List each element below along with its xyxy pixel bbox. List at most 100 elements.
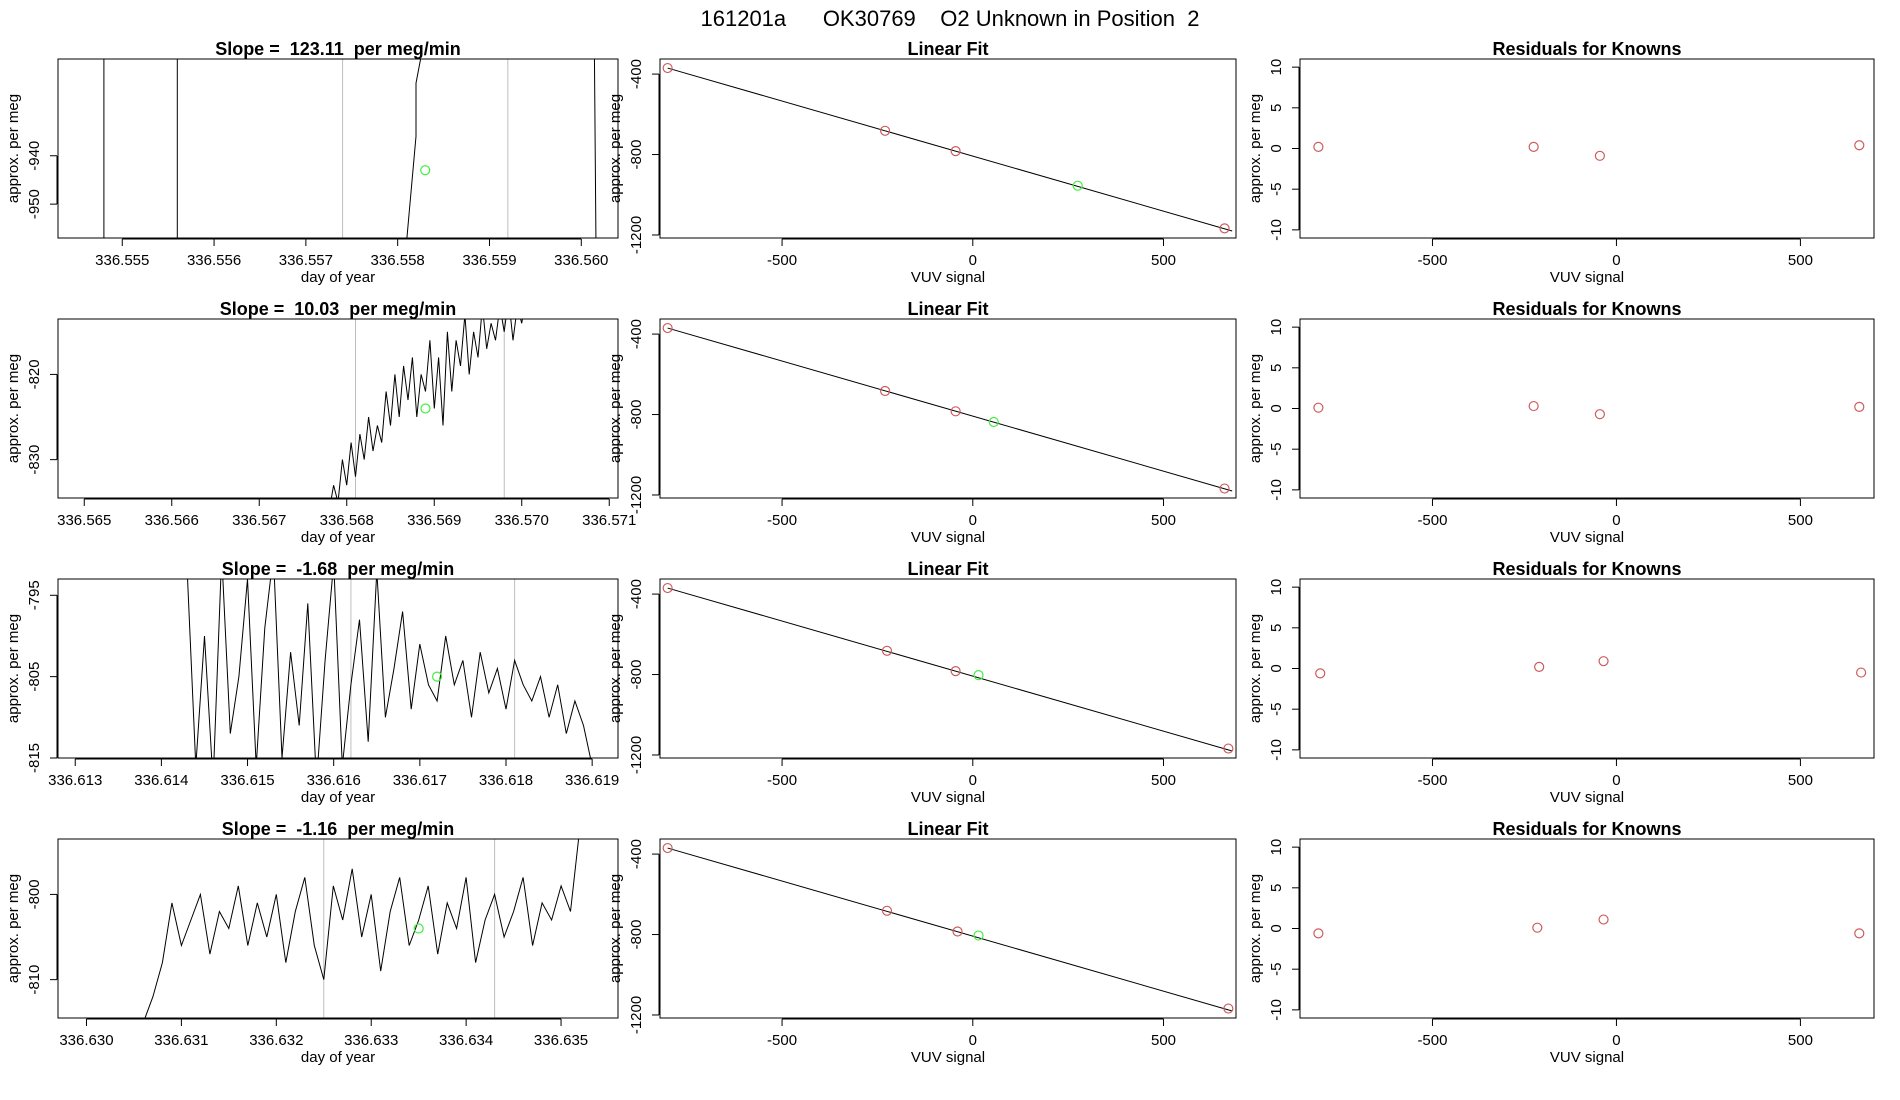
x-tick-label: 500 [1788, 512, 1813, 529]
x-tick-label: 500 [1151, 252, 1176, 269]
y-tick-label: -10 [1268, 219, 1285, 241]
x-tick-label: 336.633 [344, 1032, 398, 1049]
plot-area [103, 59, 597, 238]
panel-title: Linear Fit [907, 299, 988, 319]
residual-point [1528, 400, 1539, 412]
y-tick-label: 10 [1268, 59, 1285, 76]
panel-title: Linear Fit [907, 559, 988, 579]
panel-title: Residuals for Knowns [1492, 39, 1681, 59]
y-tick-label: 5 [1268, 364, 1285, 372]
y-tick-label: -830 [26, 445, 43, 475]
x-axis-label: VUV signal [911, 1049, 985, 1066]
x-axis-label: VUV signal [911, 269, 985, 286]
known-point [950, 666, 961, 677]
residual-point [1854, 140, 1865, 151]
y-axis: -820 -830 [26, 359, 58, 475]
y-tick-label: 0 [1268, 664, 1285, 672]
residual-point [1313, 928, 1324, 939]
y-tick-label: -5 [1268, 963, 1285, 976]
x-axis: 336.555 336.556 336.557 336.558 336.559 336.5… [95, 238, 608, 269]
x-axis: -500 0 500 [1417, 238, 1813, 269]
x-tick-label: 336.568 [320, 512, 374, 529]
y-axis-label: approx. per meg [5, 874, 22, 983]
known-point [662, 582, 673, 594]
panel-4-1: Slope = -1.16 per meg/min -800 -810approx.… [5, 819, 619, 1066]
panel-title: Slope = 123.11 per meg/min [215, 39, 461, 59]
x-axis-label: VUV signal [911, 789, 985, 806]
plot-area [662, 62, 1233, 234]
plot-frame [659, 578, 1237, 759]
residual-point [1315, 668, 1326, 679]
y-tick-label: -10 [1268, 479, 1285, 501]
plot-area [662, 322, 1233, 494]
x-tick-label: 336.566 [145, 512, 199, 529]
series-line [330, 319, 523, 498]
x-tick-label: 0 [969, 512, 977, 529]
x-tick-label: 336.565 [57, 512, 111, 529]
x-tick-label: 500 [1151, 772, 1176, 789]
x-tick-label: 336.558 [371, 252, 425, 269]
plot-frame [1299, 58, 1875, 239]
y-axis-label: approx. per meg [5, 354, 22, 463]
x-tick-label: -500 [767, 772, 797, 789]
y-tick-label: 5 [1268, 104, 1285, 112]
y-axis: -400 -800 -1200 [628, 319, 660, 514]
plot-frame [57, 58, 619, 239]
x-tick-label: 336.569 [407, 512, 461, 529]
y-axis-label: approx. per meg [607, 874, 624, 983]
plot-area [144, 839, 580, 1018]
y-tick-label: -805 [26, 662, 43, 692]
plot-frame [57, 578, 619, 759]
x-tick-label: 500 [1788, 252, 1813, 269]
x-axis: -500 0 500 [767, 238, 1176, 269]
y-axis-label: approx. per meg [607, 354, 624, 463]
y-tick-label: -400 [628, 59, 645, 89]
panel-grid: Slope = 123.11 per meg/min-940-950approx… [5, 39, 1875, 1066]
y-tick-label: -950 [26, 189, 43, 219]
x-tick-label: 500 [1788, 1032, 1813, 1049]
unknown-point [431, 671, 443, 682]
known-point [950, 146, 961, 157]
y-tick-label: -400 [628, 319, 645, 349]
plot-frame [1299, 838, 1875, 1019]
x-tick-label: 336.570 [495, 512, 549, 529]
unknown-point [420, 165, 431, 176]
panel-title: Slope = -1.16 per meg/min [222, 819, 455, 839]
y-tick-label: 0 [1268, 924, 1285, 932]
y-tick-label: 10 [1268, 839, 1285, 856]
x-tick-label: 0 [1612, 252, 1620, 269]
plot-frame [1299, 318, 1875, 499]
known-point [1223, 743, 1234, 754]
fit-line [667, 587, 1233, 752]
x-tick-label: 336.632 [249, 1032, 303, 1049]
residual-point [1856, 667, 1867, 678]
series-line [144, 839, 580, 1018]
residual-point [1598, 656, 1609, 667]
x-axis-label: day of year [301, 789, 375, 806]
y-axis: 10 5 0 -5 -10 [1268, 839, 1300, 1021]
x-axis: -500 0 500 [1417, 758, 1813, 789]
known-point [881, 645, 893, 656]
residual-point [1528, 141, 1539, 152]
y-tick-label: -400 [628, 579, 645, 609]
fit-line [667, 327, 1233, 492]
y-axis-label: approx. per meg [1247, 94, 1264, 203]
panel-1-1: Slope = 123.11 per meg/min -940 -950approx… [5, 39, 619, 286]
plot-frame [57, 838, 619, 1019]
plot-area [662, 842, 1234, 1014]
x-axis-label: VUV signal [911, 529, 985, 546]
plot-frame [659, 58, 1237, 239]
x-tick-label: 0 [969, 252, 977, 269]
x-tick-label: 336.571 [582, 512, 636, 529]
x-axis: 336.613 336.614 336.615 336.616 336.617 336.6… [48, 758, 619, 789]
fit-line [667, 847, 1233, 1012]
y-axis: 10 5 0 -5 -10 [1268, 59, 1300, 241]
y-tick-label: -800 [628, 140, 645, 170]
x-tick-label: 336.567 [232, 512, 286, 529]
unknown-point [413, 923, 424, 934]
